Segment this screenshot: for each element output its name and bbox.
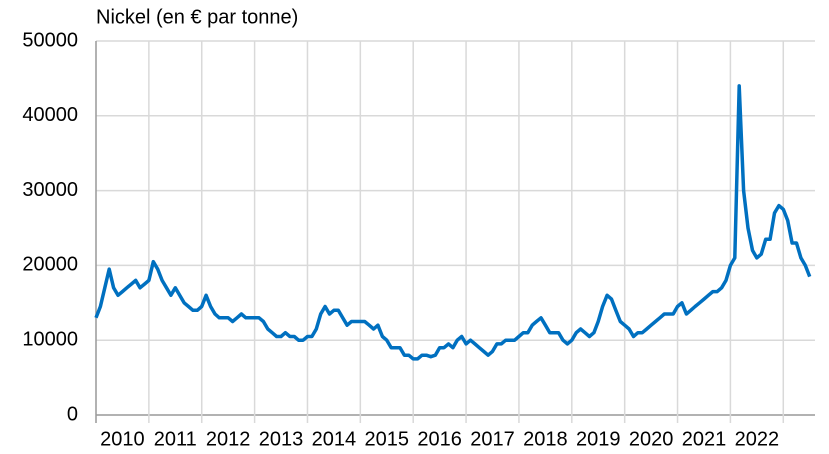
y-tick-label: 30000 [22,179,78,201]
y-tick-label: 20000 [22,254,78,276]
y-tick-label: 0 [67,403,78,425]
y-tick-label: 50000 [22,29,78,51]
chart-title: Nickel (en € par tonne) [96,6,298,28]
x-tick-label: 2014 [312,428,357,450]
x-tick-label: 2013 [259,428,304,450]
x-tick-label: 2011 [154,428,197,450]
x-tick-label: 2021 [682,428,727,450]
x-tick-label: 2010 [100,428,145,450]
x-tick-label: 2016 [417,428,462,450]
x-tick-label: 2012 [206,428,251,450]
x-tick-label: 2015 [365,428,410,450]
x-tick-label: 2022 [735,428,780,450]
x-tick-label: 2017 [470,428,515,450]
y-tick-label: 40000 [22,104,78,126]
line [94,84,812,361]
x-tick-label: 2019 [576,428,621,450]
x-tick-label: 2018 [523,428,568,450]
y-tick-label: 10000 [22,328,78,350]
x-tick-label: 2020 [629,428,674,450]
